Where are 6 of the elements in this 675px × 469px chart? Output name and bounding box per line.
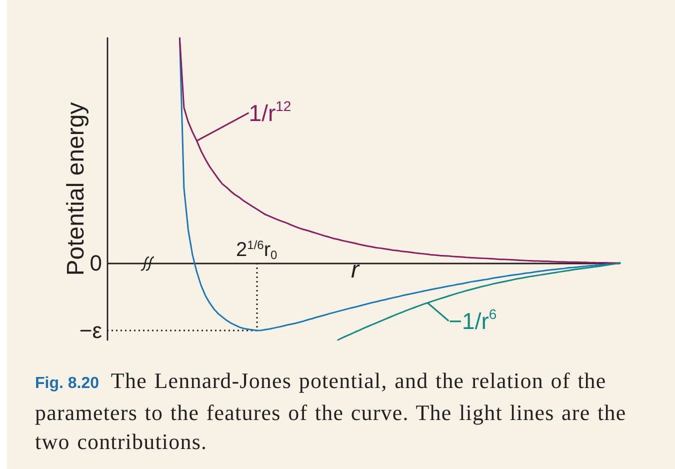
annotation: 2$^{1/6}$r$_{0}$ [236,238,278,262]
caption: Fig. 8.20 The Lennard-Jones potential, and the relation of the parameters to the features of the curve. The light lines are the two contributions. [35,367,628,456]
ref-line-label: 0 [90,250,102,276]
y-axis-title: Potential energy [62,102,90,276]
ref-line-label: −ε [79,318,102,344]
x-axis-title: r [351,256,360,284]
